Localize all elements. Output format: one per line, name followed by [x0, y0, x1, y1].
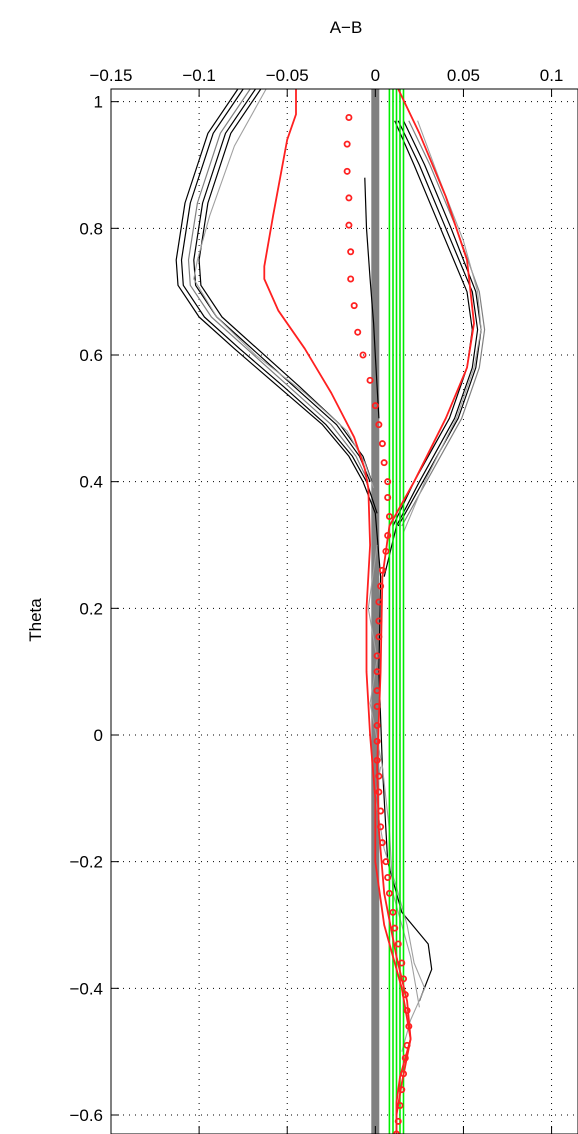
marker-point [373, 652, 381, 660]
x-tick-label: 0.05 [447, 66, 480, 85]
marker-point [377, 823, 385, 831]
y-tick-label: −0.6 [69, 1106, 103, 1125]
marker-point [385, 889, 393, 897]
marker-point [359, 351, 367, 359]
marker-point [373, 703, 381, 711]
y-axis-title: Theta [26, 598, 45, 642]
marker-point [371, 402, 379, 410]
marker-point [375, 772, 383, 780]
marker-point [385, 513, 393, 521]
series-group [175, 88, 486, 1134]
x-tick-label: 0.1 [540, 66, 564, 85]
marker-point [378, 839, 386, 847]
x-tick-label: −0.1 [182, 66, 216, 85]
marker-point [378, 440, 386, 448]
marker-point [373, 737, 381, 745]
series-line [193, 88, 375, 489]
marker-point [378, 566, 386, 574]
marker-point [401, 991, 409, 999]
series-line [402, 120, 482, 533]
marker-point [345, 114, 353, 122]
series-line [401, 120, 486, 527]
marker-point [377, 807, 385, 815]
marker-group [343, 114, 413, 1134]
marker-point [373, 687, 381, 695]
marker-point [347, 275, 355, 283]
marker-point [350, 302, 358, 310]
marker-point [375, 788, 383, 796]
marker-point [375, 633, 383, 641]
marker-point [354, 328, 362, 336]
grid [111, 89, 578, 1134]
marker-point [391, 924, 399, 932]
marker-point [347, 248, 355, 256]
x-tick-label: −0.05 [266, 66, 309, 85]
y-tick-label: 0.4 [79, 473, 103, 492]
marker-point [400, 975, 408, 983]
series-line [383, 120, 479, 577]
marker-point [389, 908, 397, 916]
marker-point [384, 532, 392, 540]
marker-point [382, 858, 390, 866]
series-line [180, 88, 378, 514]
marker-point [377, 582, 385, 590]
marker-point [405, 1022, 413, 1030]
marker-point [375, 617, 383, 625]
marker-point [403, 1007, 411, 1015]
marker-point [396, 1102, 404, 1110]
marker-point [398, 1086, 406, 1094]
y-tick-label: 1 [94, 93, 103, 112]
marker-point [343, 167, 351, 175]
marker-point [343, 140, 351, 148]
ticks: −0.15 −0.1 −0.05 0 0.05 0.1 −0.6 −0.4 −0.2 0 0.2 0.… [69, 66, 563, 1134]
x-tick-label: 0 [371, 66, 380, 85]
series-line [364, 177, 380, 419]
plot-frame [110, 88, 578, 1134]
x-axis-title: A−B [330, 18, 363, 37]
series-line [193, 88, 371, 482]
y-tick-label: 0.8 [79, 219, 103, 238]
marker-point [380, 459, 388, 467]
marker-point [403, 1041, 411, 1049]
y-tick-label: 0.2 [79, 599, 103, 618]
marker-point [373, 722, 381, 730]
marker-point [375, 598, 383, 606]
marker-point [345, 194, 353, 202]
marker-point [373, 668, 381, 676]
marker-point [373, 756, 381, 764]
marker-point [345, 221, 353, 229]
marker-point [384, 493, 392, 501]
x-tick-label: −0.15 [89, 66, 132, 85]
series-line [198, 88, 373, 482]
marker-point [384, 478, 392, 486]
marker-point [382, 547, 390, 555]
marker-point [398, 959, 406, 967]
marker-point [366, 376, 374, 384]
series-line [376, 88, 475, 1116]
y-tick-label: 0.6 [79, 346, 103, 365]
marker-point [400, 1070, 408, 1078]
marker-point [392, 1130, 400, 1134]
series-line [187, 88, 369, 482]
marker-point [375, 421, 383, 429]
marker-point [401, 1054, 409, 1062]
marker-point [394, 940, 402, 948]
y-tick-label: −0.2 [69, 853, 103, 872]
marker-point [394, 1117, 402, 1125]
y-tick-label: 0 [94, 726, 103, 745]
y-tick-label: −0.4 [69, 979, 103, 998]
series-line [367, 544, 420, 1008]
marker-point [384, 874, 392, 882]
